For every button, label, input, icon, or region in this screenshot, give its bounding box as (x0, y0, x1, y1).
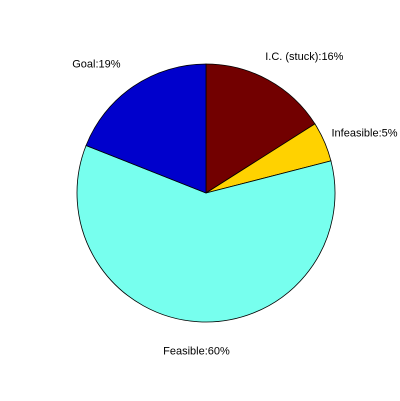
pie-slice-label-4: Goal:19% (72, 58, 121, 70)
pie-slice-1 (205, 63, 316, 194)
pie-slice-4 (85, 63, 207, 194)
pie-labels: I.C. (stuck):16% Infeasible:5% Feasible:60… (72, 51, 398, 358)
pie-slice-label-2: Infeasible:5% (332, 128, 398, 140)
pie-slice-label-3: Feasible:60% (163, 346, 230, 358)
pie-slice-label-1: I.C. (stuck):16% (265, 51, 343, 63)
pie-slice-3 (76, 144, 336, 323)
pie-slices (76, 63, 336, 323)
